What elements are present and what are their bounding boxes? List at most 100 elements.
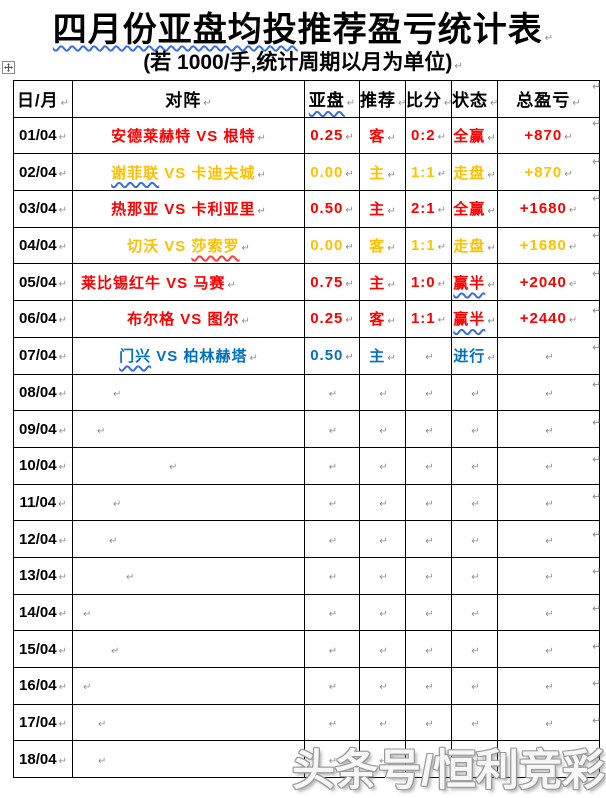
paragraph-mark-icon: ↵ xyxy=(471,498,480,510)
date-value: 15/04 xyxy=(19,640,57,658)
paragraph-mark-icon: ↵ xyxy=(487,169,496,181)
cell-date: 14/04 ↵ xyxy=(13,593,73,632)
paragraph-mark-icon: ↵ xyxy=(83,608,92,620)
page-title: 四月份亚盘均投推荐盈亏统计表 ↵ xyxy=(0,2,606,51)
paragraph-mark-icon: ↵ xyxy=(437,242,447,254)
paragraph-mark-icon: ↵ xyxy=(471,755,480,767)
date-value: 13/04 xyxy=(19,567,57,585)
cell-pick: 主 ↵ xyxy=(359,336,406,375)
paragraph-mark-icon: ↵ xyxy=(58,719,67,731)
watermark-text: 头条号/恒利竞彩 xyxy=(292,747,605,795)
cell-date: 15/04 ↵ xyxy=(13,630,73,668)
paragraph-mark-icon: ↵ xyxy=(471,425,480,437)
cell-pick: ↵ xyxy=(359,483,406,522)
paragraph-mark-icon: ↵ xyxy=(545,608,554,620)
paragraph-mark-icon: ↵ xyxy=(98,719,107,731)
cell-pick: ↵ xyxy=(359,630,406,668)
matchup-text: 莱比锡红牛 VS 马赛 xyxy=(81,274,226,292)
row-end-mark-icon: ↵ xyxy=(592,304,602,317)
cell-pick-value: 主 xyxy=(369,201,386,219)
cell-handicap: 0.25 ↵ xyxy=(304,300,360,338)
table-move-handle[interactable] xyxy=(2,61,15,74)
subtitle-text: (若 1000/手,统计周期以月为单位) xyxy=(143,51,453,74)
cell-profit: ↵ xyxy=(497,556,600,595)
table-row: 02/04 ↵ 谢菲联 VS 卡迪夫城 ↵ 0.00 ↵ 主 ↵ 1:1 ↵ 走盘 ↵ +870 ↵ xyxy=(13,153,600,192)
matchup-text: 布尔格 VS 图尔 xyxy=(127,311,240,329)
paragraph-mark-icon: ↵ xyxy=(425,352,434,364)
row-end-mark-icon: ↵ xyxy=(592,155,602,168)
row-end-mark-icon: ↵ xyxy=(592,640,602,653)
paragraph-mark-icon: ↵ xyxy=(111,645,120,657)
cell-date: 07/04 ↵ xyxy=(13,336,73,375)
paragraph-mark-icon: ↵ xyxy=(437,315,447,327)
status-value: 赢半 xyxy=(453,311,486,329)
cell-matchup: 门兴 VS 柏林赫塔 ↵ xyxy=(72,336,305,375)
cell-status: ↵ xyxy=(451,373,498,412)
date-value: 17/04 xyxy=(19,714,57,732)
row-end-mark-icon: ↵ xyxy=(592,81,602,93)
col-header-pick: 推荐↵ xyxy=(359,80,406,118)
date-value: 11/04 xyxy=(19,493,57,511)
matchup-text: VS 柏林赫塔 xyxy=(151,348,248,366)
cell-score: ↵ xyxy=(405,373,452,412)
matchup-text: VS 卡迪夫城 xyxy=(159,164,256,182)
table-row: 05/04 ↵ 莱比锡红牛 VS 马赛 ↵ 0.75 ↵ 主 ↵ 1:0 ↵ 赢半 ↵ +2040 ↵ xyxy=(13,263,600,302)
cell-pick: ↵ xyxy=(359,446,406,485)
col-header-matchup: 对阵 ↵ xyxy=(72,80,305,118)
paragraph-mark-icon: ↵ xyxy=(387,316,396,328)
paragraph-mark-icon: ↵ xyxy=(58,388,67,400)
cell-date: 18/04 ↵ xyxy=(13,740,73,779)
paragraph-mark-icon: ↵ xyxy=(58,462,67,474)
paragraph-mark-icon: ↵ xyxy=(544,33,554,44)
paragraph-mark-icon: ↵ xyxy=(58,315,67,327)
cell-matchup: ↵ xyxy=(72,446,305,485)
cell-handicap-value: 0.25 xyxy=(310,127,344,145)
cell-score: ↵ xyxy=(405,703,452,742)
cell-pick: ↵ xyxy=(359,373,406,412)
cell-status: ↵ xyxy=(451,446,498,485)
paragraph-mark-icon: ↵ xyxy=(398,98,405,109)
paragraph-mark-icon: ↵ xyxy=(257,206,266,218)
paragraph-mark-icon: ↵ xyxy=(328,498,338,510)
paragraph-mark-icon: ↵ xyxy=(98,755,107,767)
cell-handicap: 0.00 ↵ xyxy=(304,153,360,192)
row-end-mark-icon: ↵ xyxy=(592,565,602,578)
cell-matchup: ↵ xyxy=(72,483,305,522)
paragraph-mark-icon: ↵ xyxy=(328,388,338,400)
paragraph-mark-icon: ↵ xyxy=(425,498,434,510)
cell-matchup: ↵ xyxy=(72,593,305,632)
paragraph-mark-icon: ↵ xyxy=(328,535,338,547)
table-row: 13/04 ↵ ↵ ↵ ↵ ↵ ↵ ↵ xyxy=(13,556,600,595)
paragraph-mark-icon: ↵ xyxy=(203,98,212,110)
table-row: 04/04 ↵ 切沃 VS 莎索罗 ↵ 0.00 ↵ 客 ↵ 1:1 ↵ 走盘 ↵ +1680 ↵ xyxy=(13,226,600,265)
matchup-text-misspelled: 门兴 xyxy=(119,348,152,366)
row-end-mark-icon: ↵ xyxy=(592,491,602,504)
cell-handicap: ↵ xyxy=(304,446,360,485)
cell-handicap-value: 0.25 xyxy=(310,310,344,328)
cell-date: 04/04 ↵ xyxy=(13,226,73,265)
cell-handicap: ↵ xyxy=(304,740,360,779)
cell-handicap: ↵ xyxy=(304,483,360,522)
profit-value: +870 xyxy=(524,163,563,181)
paragraph-mark-icon: ↵ xyxy=(58,755,67,767)
cell-date: 02/04 ↵ xyxy=(13,153,73,192)
header-label: 日/月 xyxy=(16,91,59,111)
paragraph-mark-icon: ↵ xyxy=(113,498,122,510)
paragraph-mark-icon: ↵ xyxy=(545,755,554,767)
paragraph-mark-icon: ↵ xyxy=(379,388,388,400)
cell-profit: +1680 ↵ xyxy=(497,190,600,228)
paragraph-mark-icon: ↵ xyxy=(58,278,67,290)
paragraph-mark-icon: ↵ xyxy=(437,205,447,217)
paragraph-mark-icon: ↵ xyxy=(257,133,266,145)
cell-score-value: 1:1 xyxy=(410,310,436,328)
matchup-text: 热那亚 VS 卡利亚里 xyxy=(111,201,256,219)
cell-matchup: 布尔格 VS 图尔 ↵ xyxy=(72,300,305,338)
paragraph-mark-icon: ↵ xyxy=(387,133,396,145)
paragraph-mark-icon: ↵ xyxy=(568,205,578,217)
cell-status: ↵ xyxy=(451,703,498,742)
header-label: 对阵 xyxy=(165,91,202,111)
cell-pick-value: 客 xyxy=(369,311,386,329)
cell-handicap: ↵ xyxy=(304,520,360,558)
paragraph-mark-icon: ↵ xyxy=(346,98,356,110)
cell-status: ↵ xyxy=(451,740,498,779)
